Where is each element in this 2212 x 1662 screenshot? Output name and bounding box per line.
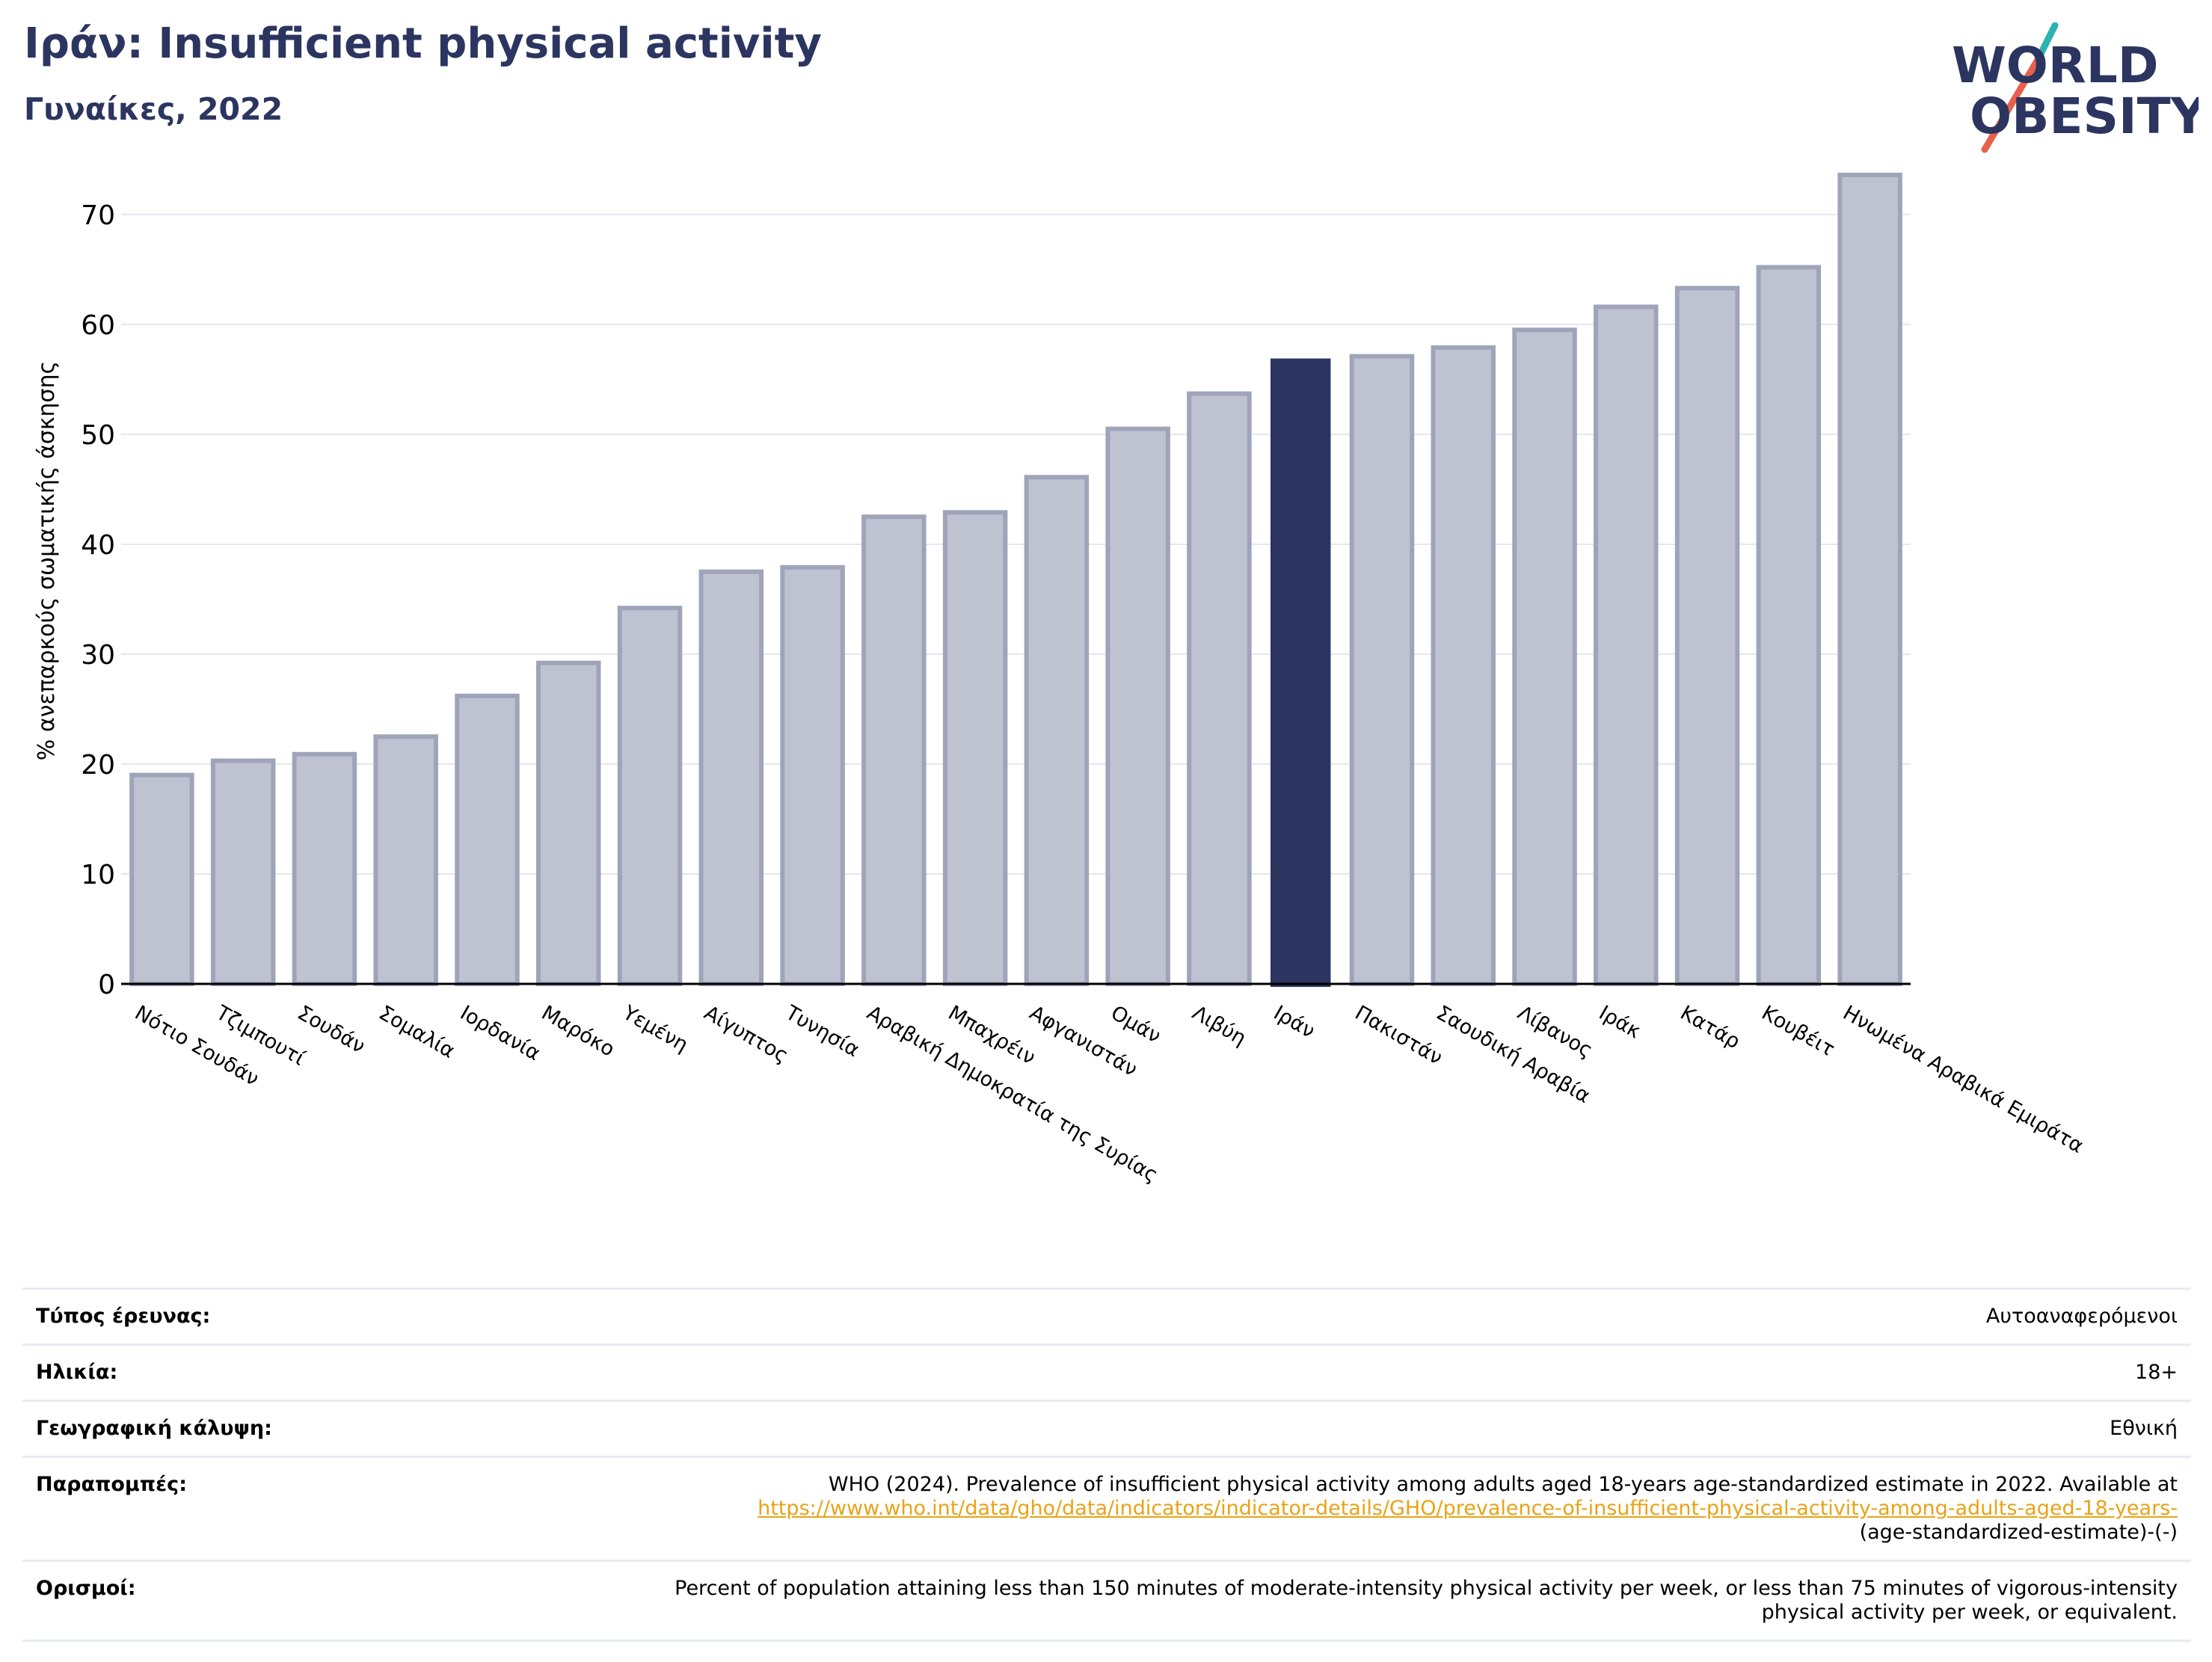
bar	[1187, 391, 1252, 986]
world-obesity-logo: WORLD OBESITY	[1952, 22, 2199, 153]
y-axis-label: % ανεπαρκούς σωματικής άσκησης	[34, 361, 60, 760]
chart-title: Ιράν: Insufficient physical activity	[24, 19, 822, 68]
bar	[617, 606, 683, 986]
bar	[1431, 345, 1496, 986]
y-tick-label: 70	[81, 200, 115, 231]
x-tick-label: Ομάν	[1107, 1001, 1164, 1048]
x-tick-label: Σομαλία	[375, 1001, 458, 1063]
bar	[1756, 265, 1822, 986]
logo-slash-teal	[2036, 22, 2059, 59]
bar	[942, 510, 1008, 986]
info-label: Γεωγραφική κάλυψη:	[36, 1417, 272, 1440]
info-row-survey-type: Τύπος έρευνας: Αυτοαναφερόμενοι	[22, 1288, 2191, 1345]
y-tick-label: 50	[81, 420, 115, 451]
x-tick-label: Ιράκ	[1595, 1001, 1645, 1043]
bar	[1024, 475, 1090, 986]
info-label: Ηλικία:	[36, 1361, 118, 1384]
bars	[129, 172, 1902, 987]
info-row-definitions: Ορισμοί: Percent of population attaining…	[22, 1560, 2191, 1641]
reference-link[interactable]: https://www.who.int/data/gho/data/indica…	[758, 1497, 2178, 1520]
bar	[780, 564, 845, 986]
y-tick-label: 20	[81, 750, 115, 781]
x-tick-label: Ιορδανία	[456, 1001, 544, 1065]
x-tick-label: Ηνωμένα Αραβικά Εμιράτα	[1839, 1001, 2087, 1158]
chart-subtitle: Γυναίκες, 2022	[24, 91, 283, 127]
info-label: Τύπος έρευνας:	[36, 1305, 211, 1328]
logo-slash-red	[1981, 55, 2042, 153]
y-tick-label: 60	[81, 310, 115, 341]
x-tick-label: Υεμένη	[618, 1001, 692, 1057]
bar	[129, 772, 194, 986]
y-tick-label: 0	[98, 970, 115, 1000]
bar	[1105, 426, 1170, 986]
bar	[292, 751, 357, 986]
info-row-coverage: Γεωγραφική κάλυψη: Εθνική	[22, 1400, 2191, 1457]
x-tick-label: Κουβέιτ	[1757, 1001, 1838, 1061]
logo-line1: WORLD	[1952, 37, 2159, 94]
bar	[698, 569, 764, 986]
x-tick-label: Αραβική Δημοκρατία της Συρίας	[863, 1001, 1162, 1187]
bar	[861, 514, 927, 986]
bar	[1594, 304, 1659, 986]
x-tick-label: Πακιστάν	[1351, 1001, 1446, 1070]
x-tick-label: Σαουδική Αραβία	[1432, 1001, 1594, 1108]
y-tick-label: 30	[81, 640, 115, 671]
info-value: WHO (2024). Prevalence of insufficient p…	[573, 1457, 2191, 1561]
info-label: Ορισμοί:	[36, 1577, 136, 1600]
info-value: Αυτοαναφερόμενοι	[1985, 1305, 2178, 1328]
x-tick-label: Κατάρ	[1677, 1001, 1745, 1053]
bar-chart: 0 10 20 30 40 50 60 70 Νότιο ΣουδάνΤζιμπουτίΣου…	[34, 172, 2087, 1187]
bar	[1837, 172, 1902, 987]
info-row-age: Ηλικία: 18+	[22, 1344, 2191, 1401]
y-tick-label: 10	[81, 860, 115, 890]
x-tick-label: Μαρόκο	[538, 1001, 618, 1061]
info-value: 18+	[2135, 1361, 2178, 1384]
info-value: Percent of population attaining less tha…	[675, 1577, 2178, 1624]
bar	[210, 758, 276, 987]
x-tick-label: Λιβύη	[1188, 1001, 1250, 1050]
bar-highlight	[1270, 358, 1331, 987]
info-label: Παραπομπές:	[36, 1473, 187, 1496]
bar	[1512, 327, 1577, 987]
info-row-references: Παραπομπές: WHO (2024). Prevalence of in…	[22, 1456, 2191, 1561]
x-tick-label: Τυνησία	[781, 1001, 863, 1062]
bar	[1674, 286, 1740, 987]
reference-text-end: (age-standardized-estimate)-(-)	[1859, 1521, 2178, 1544]
bar	[1349, 354, 1415, 986]
reference-text: WHO (2024). Prevalence of insufficient p…	[828, 1473, 2178, 1496]
x-tick-label: Αίγυπτος	[700, 1001, 792, 1068]
bar	[455, 693, 520, 986]
info-table: Τύπος έρευνας: Αυτοαναφερόμενοι Ηλικία: …	[22, 1287, 2191, 1642]
y-tick-labels: 0 10 20 30 40 50 60 70	[81, 200, 115, 1000]
bar	[536, 660, 601, 987]
logo-line2: OBESITY	[1970, 87, 2199, 145]
x-tick-label: Ιράν	[1270, 1001, 1319, 1043]
info-value: Εθνική	[2110, 1417, 2178, 1440]
y-tick-label: 40	[81, 530, 115, 561]
bar	[373, 734, 438, 986]
